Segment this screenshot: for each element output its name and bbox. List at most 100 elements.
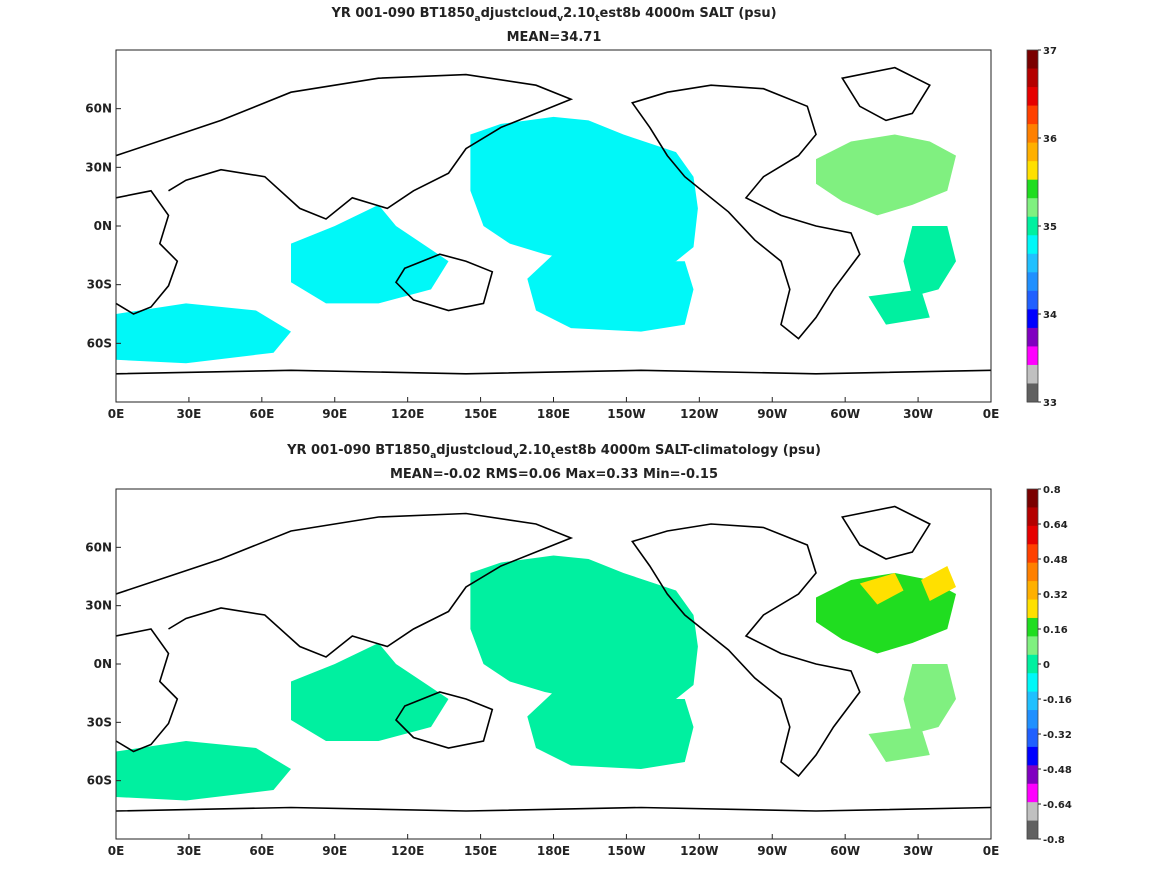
- panel1-title: YR 001-090 BT1850adjustcloudv2.10test8b …: [331, 6, 777, 24]
- panel1-ytick-label: 30S: [87, 278, 112, 292]
- panel2-colorbar-swatch: [1027, 525, 1038, 545]
- panel1-colorbar-swatch: [1027, 364, 1038, 384]
- panel1-xtick-label: 90W: [757, 407, 787, 421]
- panel1-ytick-label: 60S: [87, 336, 112, 350]
- coastline-0: [116, 189, 179, 315]
- coastline-2: [394, 253, 494, 312]
- panel1-xtick-label: 0E: [108, 407, 125, 421]
- panel2-colorbar-label: 0: [1043, 660, 1050, 671]
- panel2-colorbar-swatch: [1027, 489, 1038, 508]
- panel1-fields: [116, 50, 991, 402]
- panel2-xtick-label: 90E: [322, 844, 347, 858]
- panel1-xtick-label: 0E: [983, 407, 1000, 421]
- coastline-0: [116, 628, 179, 753]
- panel1-colorbar-swatch: [1027, 253, 1038, 273]
- coastline-3: [631, 84, 861, 340]
- panel2-colorbar-label: 0.64: [1043, 520, 1068, 531]
- panel2-xtick-label: 90W: [757, 844, 787, 858]
- field-north-atlantic-max: [859, 566, 956, 605]
- panel1-xtick-label: 60E: [249, 407, 274, 421]
- panel1-colorbar-swatch: [1027, 272, 1038, 292]
- panel1-colorbar-label: 34: [1043, 310, 1057, 321]
- panel1-ytick-label: 0N: [94, 219, 112, 233]
- panel1-xtick-label: 150W: [607, 407, 645, 421]
- panel1-map: [115, 49, 992, 403]
- panel2-ytick-label: 60S: [87, 774, 112, 788]
- panel2-ytick-label: 30S: [87, 715, 112, 729]
- field-south-pacific: [527, 692, 694, 769]
- field-north-atlantic: [816, 134, 956, 216]
- panel1-colorbar-swatch: [1027, 327, 1038, 347]
- panel1-colorbar-label: 33: [1043, 398, 1057, 409]
- panel2-colorbar-swatch: [1027, 691, 1038, 711]
- field-indian-ocean: [291, 643, 449, 741]
- panel1-stats: MEAN=34.71: [506, 30, 602, 45]
- field-north-atlantic: [816, 573, 956, 654]
- panel1-colorbar-swatch: [1027, 383, 1038, 403]
- coastline-1: [116, 73, 574, 220]
- panel2-colorbar-label: -0.32: [1043, 730, 1072, 741]
- panel2-colorbar-label: 0.8: [1043, 485, 1061, 496]
- panel1-colorbar-swatch: [1027, 161, 1038, 181]
- panel1-colorbar-swatch: [1027, 179, 1038, 199]
- coastline-2: [394, 691, 494, 749]
- panel2-xtick-label: 30E: [176, 844, 201, 858]
- panel1-colorbar-swatch: [1027, 309, 1038, 329]
- panel1-colorbar-swatch: [1027, 68, 1038, 88]
- panel2-colorbar-swatch: [1027, 728, 1038, 748]
- panel2-colorbar-label: 0.16: [1043, 625, 1068, 636]
- panel1-xtick-label: 60W: [830, 407, 860, 421]
- field-north-pacific: [470, 116, 698, 269]
- panel2-xtick-label: 120E: [391, 844, 424, 858]
- panel2-ytick-label: 60N: [85, 540, 112, 554]
- panel2-colorbar-label: 0.32: [1043, 590, 1068, 601]
- panel2-colorbar-swatch: [1027, 617, 1038, 637]
- panel2-xtick-label: 150W: [607, 844, 645, 858]
- panel2-xtick-label: 0E: [983, 844, 1000, 858]
- coastline-1: [116, 512, 574, 658]
- field-southern-indian: [116, 741, 291, 801]
- panel2-ytick-label: 30N: [85, 599, 112, 613]
- panel2-ytick-label: 0N: [94, 657, 112, 671]
- panel2-colorbar-swatch: [1027, 562, 1038, 582]
- field-southern-indian: [116, 303, 291, 364]
- panel2-colorbar-swatch: [1027, 802, 1038, 822]
- panel1-xtick-label: 180E: [537, 407, 570, 421]
- panel2-colorbar-label: -0.8: [1043, 835, 1065, 846]
- panel1-colorbar-swatch: [1027, 216, 1038, 236]
- panel1-ytick-label: 30N: [85, 160, 112, 174]
- panel1-colorbar-label: 37: [1043, 46, 1057, 57]
- panel2-colorbar-swatch: [1027, 581, 1038, 601]
- panel2-xtick-label: 60W: [830, 844, 860, 858]
- field-south-pacific: [527, 254, 694, 332]
- field-south-atlantic: [868, 664, 956, 762]
- panel1-xtick-label: 120W: [680, 407, 718, 421]
- panel2-colorbar-swatch: [1027, 544, 1038, 564]
- panel1-colorbar-swatch: [1027, 235, 1038, 255]
- panel2-colorbar-swatch: [1027, 507, 1038, 527]
- coastline-4: [841, 505, 931, 560]
- panel2-colorbar-label: -0.16: [1043, 695, 1072, 706]
- panel1-colorbar-swatch: [1027, 290, 1038, 310]
- panel2-colorbar-label: 0.48: [1043, 555, 1068, 566]
- panel1-xtick-label: 30E: [176, 407, 201, 421]
- coastline-4: [841, 66, 931, 122]
- coastline-5: [116, 806, 991, 812]
- panel2-colorbar-swatch: [1027, 636, 1038, 656]
- panel2-xtick-label: 120W: [680, 844, 718, 858]
- coastline-5: [116, 369, 991, 375]
- panel1-xtick-label: 90E: [322, 407, 347, 421]
- panel1-colorbar-swatch: [1027, 87, 1038, 107]
- field-indian-ocean: [291, 204, 449, 304]
- panel2-colorbar-label: -0.48: [1043, 765, 1072, 776]
- panel1-xtick-label: 150E: [464, 407, 497, 421]
- panel2-xtick-label: 60E: [249, 844, 274, 858]
- panel2-colorbar-swatch: [1027, 673, 1038, 693]
- panel1-colorbar-swatch: [1027, 124, 1038, 144]
- panel1-colorbar-label: 36: [1043, 134, 1057, 145]
- panel2-colorbar-swatch: [1027, 654, 1038, 674]
- panel2-colorbar-swatch: [1027, 820, 1038, 840]
- panel2-colorbar-swatch: [1027, 710, 1038, 729]
- panel2-xtick-label: 150E: [464, 844, 497, 858]
